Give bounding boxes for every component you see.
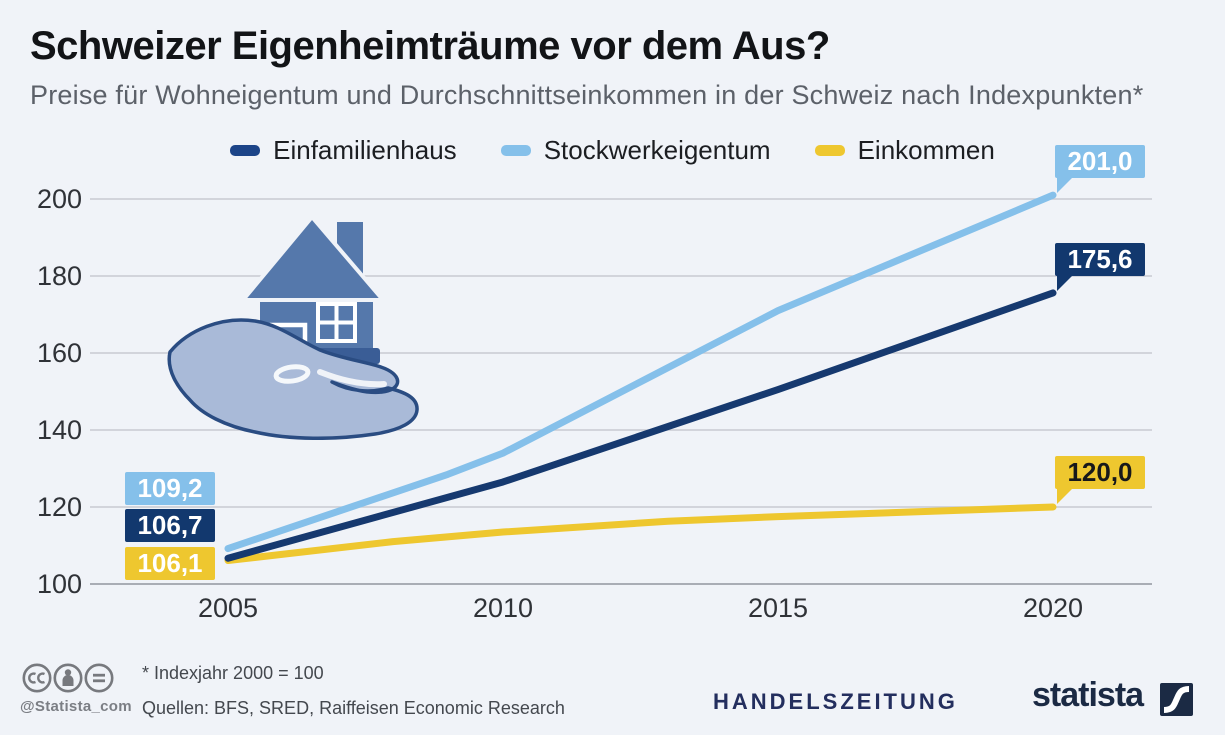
- roof-shape: [238, 213, 388, 302]
- svg-text:140: 140: [37, 415, 82, 445]
- legend: Einfamilienhaus Stockwerkeigentum Einkom…: [0, 135, 1225, 166]
- statista-logo: statista: [1032, 676, 1144, 714]
- legend-swatch-einfamilienhaus: [230, 145, 261, 156]
- legend-item-stockwerkeigentum: Stockwerkeigentum: [500, 135, 771, 166]
- legend-item-einkommen: Einkommen: [814, 135, 995, 166]
- svg-text:2020: 2020: [1023, 593, 1083, 623]
- svg-text:100: 100: [37, 569, 82, 599]
- svg-text:200: 200: [37, 184, 82, 214]
- legend-label: Einfamilienhaus: [273, 135, 457, 165]
- cc-license-icons: [22, 663, 114, 693]
- house-in-hand-icon: [167, 213, 419, 440]
- value-label-einkommen-end: 120,0: [1055, 456, 1145, 504]
- thumb-highlight: [273, 364, 311, 384]
- subtitle: Preise für Wohneigentum und Durchschnitt…: [30, 80, 1144, 110]
- value-label-einfamilienhaus-start: 106,7: [125, 509, 215, 542]
- handelszeitung-logo: HANDELSZEITUNG: [713, 689, 958, 714]
- statista-handle: @Statista_com: [20, 698, 132, 715]
- legend-item-einfamilienhaus: Einfamilienhaus: [230, 135, 457, 166]
- index-footnote: * Indexjahr 2000 = 100: [142, 663, 324, 683]
- statista-logo-mark: [1160, 683, 1193, 716]
- value-label-stockwerkeigentum-end: 201,0: [1055, 145, 1145, 193]
- svg-text:2010: 2010: [473, 593, 533, 623]
- cc-by-icon: [53, 663, 83, 693]
- page-title: Schweizer Eigenheimträume vor dem Aus?: [30, 24, 830, 68]
- cc-nd-icon: [84, 663, 114, 693]
- value-label-einfamilienhaus-end: 175,6: [1055, 243, 1145, 291]
- legend-swatch-einkommen: [814, 145, 845, 156]
- hand-highlight: [317, 369, 387, 388]
- svg-text:120: 120: [37, 492, 82, 522]
- value-label-einkommen-start: 106,1: [125, 547, 215, 580]
- window-shape: [316, 302, 357, 343]
- legend-label: Einkommen: [857, 135, 995, 165]
- svg-text:180: 180: [37, 261, 82, 291]
- cc-icon: [22, 663, 52, 693]
- sources-note: Quellen: BFS, SRED, Raiffeisen Economic …: [142, 698, 565, 718]
- svg-text:2005: 2005: [198, 593, 258, 623]
- svg-text:2015: 2015: [748, 593, 808, 623]
- svg-text:160: 160: [37, 338, 82, 368]
- value-label-stockwerkeigentum-start: 109,2: [125, 472, 215, 505]
- legend-swatch-stockwerkeigentum: [500, 145, 531, 156]
- legend-label: Stockwerkeigentum: [543, 135, 771, 165]
